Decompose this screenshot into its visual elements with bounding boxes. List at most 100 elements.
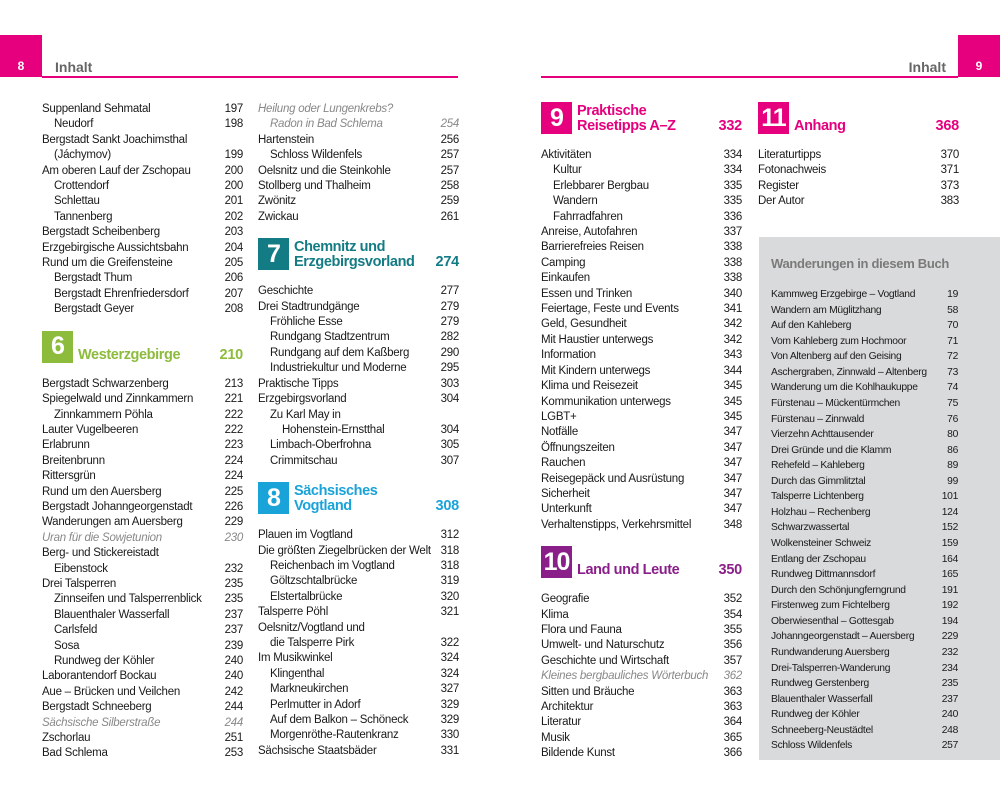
entry-title: Zinnseifen und Talsperrenblick [54,593,202,606]
entry-title: Umwelt- und Naturschutz [541,639,665,652]
entry-title: Radon in Bad Schlema [270,118,383,131]
hike-page: 152 [941,522,959,534]
entry-page: 244 [224,701,244,714]
hike-page: 19 [947,289,958,300]
hike-page: 99 [947,475,958,487]
entry-title: Spiegelwald und Zinnkammern [42,393,194,406]
entry-title: Musik [541,731,570,744]
entry-title: Perlmutter in Adorf [270,698,361,711]
entry-page: 224 [224,470,244,483]
entry-page: 327 [440,683,460,696]
entry-page: 305 [440,439,460,452]
hike-entry: Durch das Gimmlitztal 99 [771,474,958,490]
toc-entry: Hohenstein-Ernstthal 304 [258,423,459,438]
chapter-number: 8 [258,482,289,515]
entry-title: Tannenberg [54,210,113,223]
toc-entry: Fahrradfahren 336 [541,210,742,225]
hike-entry: Firstenweg zum Fichtelberg 192 [771,598,958,614]
toc-entry: Rundgang Stadtzentrum 282 [258,330,459,345]
hike-page: 58 [947,304,958,316]
entry-page: 244 [224,716,244,729]
toc-entry: Die größten Ziegelbrücken der Welt 318 [258,544,459,559]
hike-title: Durch den Schönjungferngrund [771,584,906,596]
toc-entry: Schloss Wildenfels 257 [258,148,459,163]
hike-entry: Schneeberg-Neustädtel 248 [771,723,958,739]
entry-page: 363 [723,701,743,713]
toc-entry: Heilung oder Lungenkrebs? [258,102,459,117]
entry-title: Reisegepäck und Ausrüstung [541,472,685,485]
toc-entry: Bergstadt Scheibenberg 203 [42,225,243,240]
toc-entry: Göltzschtalbrücke 319 [258,574,459,589]
toc-entry: Elstertalbrücke 320 [258,590,459,605]
hike-title: Talsperre Lichtenberg [771,491,864,503]
toc-entry: Klima 354 [541,608,742,623]
entry-page: 356 [723,639,743,652]
hike-title: Kammweg Erzgebirge – Vogtland [771,289,916,300]
hike-title: Oberwiesenthal – Gottesgab [771,615,894,627]
toc-entry: Feiertage, Feste und Events 341 [541,302,742,317]
entry-page: 232 [224,562,244,575]
toc-entry: Blauenthaler Wasserfall 237 [42,608,243,623]
chapter-heading: 7 Chemnitz und Erzgebirgsvorland 274 [258,238,459,271]
toc-entry: Zinnkammern Pöhla 222 [42,408,243,423]
hike-page: 164 [941,553,959,565]
hike-page: 72 [947,351,958,363]
toc-entry: Im Musikwinkel 324 [258,651,459,666]
entry-page: 338 [723,241,743,254]
chapter-title-line: Erzgebirgsvorland [294,254,415,271]
entry-page: 370 [940,149,960,161]
entry-page: 235 [224,577,244,590]
toc-entry: Umwelt- und Naturschutz 356 [541,638,742,653]
entry-page: 347 [723,487,743,500]
toc-entry: Breitenbrunn 224 [42,454,243,469]
toc-entry: Kultur 334 [541,163,742,178]
hike-entry: Durch den Schönjungferngrund 191 [771,583,958,599]
entry-title: Sächsische Silberstraße [42,716,161,729]
hike-entry: Rundwanderung Auersberg 232 [771,645,958,661]
hike-entry: Drei-Talsperren-Wanderung 234 [771,661,958,677]
hike-title: Blauenthaler Wasserfall [771,693,873,705]
entry-title: Essen und Trinken [541,287,633,300]
chapter-heading: 11 Anhang 368 [758,102,959,134]
entry-page: 338 [723,272,743,285]
entry-page: 345 [723,380,743,393]
toc-entry: Zinnseifen und Talsperrenblick 235 [42,592,243,607]
entry-title: Fröhliche Esse [270,316,343,329]
entry-title: Drei Talsperren [42,577,117,590]
entry-title: Öffnungszeiten [541,441,615,454]
entry-page: 312 [440,529,460,542]
hike-title: Rundweg Dittmannsdorf [771,569,876,581]
entry-title: Aue – Brücken und Veilchen [42,685,180,698]
hike-title: Vom Kahleberg zum Hochmoor [771,335,907,347]
hike-page: 74 [947,382,958,394]
hike-page: 194 [941,615,959,627]
entry-title: Zwönitz [258,195,296,208]
entry-title: Flora und Fauna [541,623,622,636]
hike-title: Aschergraben, Zinnwald – Altenberg [771,366,927,378]
entry-page: 225 [224,485,244,498]
hike-page: 237 [941,693,959,705]
entry-page: 257 [440,149,460,162]
toc-entry: Verhaltenstipps, Verkehrsmittel 348 [541,518,742,533]
entry-page: 222 [224,423,244,436]
entry-title: (Jáchymov) [54,149,111,162]
toc-column: Heilung oder Lungenkrebs? Radon in Bad Sc… [258,102,459,759]
entry-title: Zschorlau [42,732,91,745]
toc-entry: Notfälle 347 [541,425,742,440]
hike-title: Schwarzwassertal [771,522,850,534]
toc-entry: LGBT+ 345 [541,410,742,425]
toc-entry: Anreise, Autofahren 337 [541,225,742,240]
toc-entry: Drei Stadtrundgänge 279 [258,300,459,315]
entry-page: 337 [723,226,743,239]
toc-column: 9 Praktische Reisetipps A–Z 332 Aktivitäten 3… [541,102,742,762]
entry-title: Klima [541,608,569,621]
entry-title: Heilung oder Lungenkrebs? [258,103,394,115]
entry-page: 239 [224,639,244,652]
toc-entry: Bergstadt Johanngeorgenstadt 226 [42,500,243,515]
toc-entry: Wandern 335 [541,194,742,209]
hike-page: 70 [947,320,958,332]
toc-entry: Plauen im Vogtland 312 [258,528,459,543]
chapter-title: Land und Leute [577,563,719,578]
entry-page: 303 [440,377,460,390]
entry-title: Erzgebirgische Aussichtsbahn [42,241,189,254]
